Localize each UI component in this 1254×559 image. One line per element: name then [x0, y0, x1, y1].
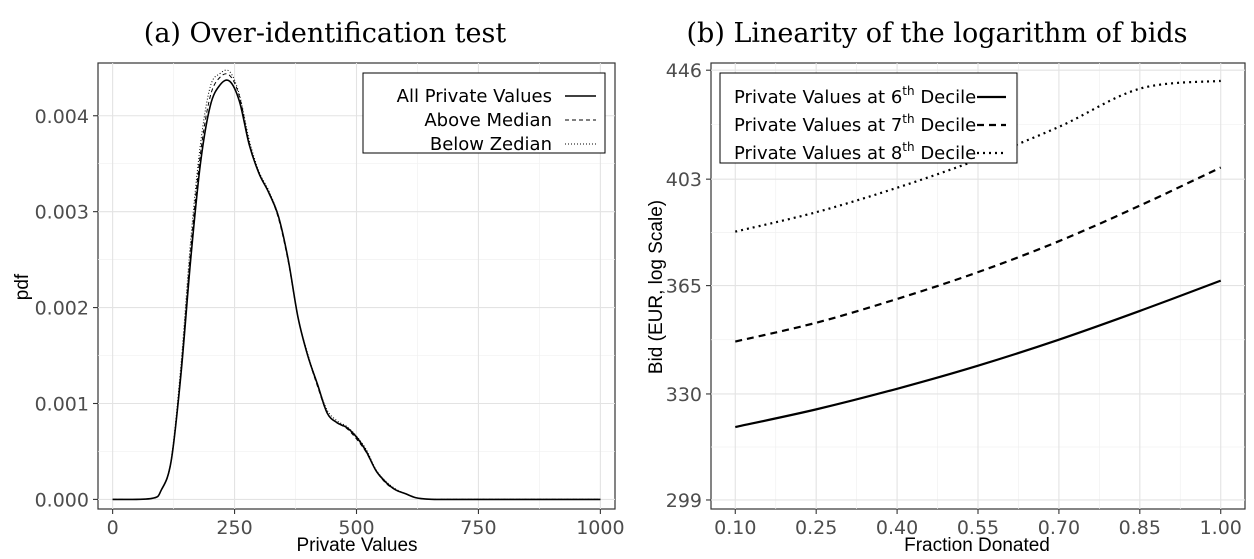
x-tick-label: 0.85 — [1119, 517, 1161, 539]
panel-a-y-axis-label: pdf — [12, 273, 33, 300]
series-line-dashed — [735, 166, 1222, 343]
x-tick-label: 0.10 — [714, 517, 756, 539]
legend-label: Above Median — [424, 110, 552, 131]
legend-label: Below Zedian — [430, 134, 552, 155]
legend-label: Private Values at 7th Decile — [734, 112, 976, 136]
panel-b-x-axis-label: Fraction Donated — [904, 535, 1050, 556]
x-tick-label: 1000 — [576, 517, 624, 539]
y-tick-label: 0.000 — [35, 489, 89, 511]
y-tick-label: 0.001 — [35, 393, 89, 415]
y-tick-label: 0.002 — [35, 298, 89, 320]
x-tick-label: 0 — [107, 517, 119, 539]
y-tick-label: 299 — [666, 490, 702, 512]
y-tick-label: 330 — [666, 384, 702, 406]
legend-label: Private Values at 6th Decile — [734, 84, 976, 108]
panel-b-legend-box — [719, 72, 1018, 164]
panel-a-y-tick-labels: 0.000 0.001 0.002 0.003 0.004 — [35, 106, 98, 511]
x-tick-label: 0.70 — [1038, 517, 1080, 539]
panel-b-legend: Private Values at 6th Decile Private Valu… — [719, 72, 1018, 164]
legend-label: All Private Values — [397, 86, 552, 107]
x-tick-label: 0.40 — [876, 517, 918, 539]
x-tick-label: 0.25 — [795, 517, 837, 539]
x-tick-label: 1.00 — [1200, 517, 1242, 539]
series-line-solid — [112, 79, 601, 501]
y-tick-label: 0.004 — [35, 106, 89, 128]
panel-a-legend: All Private Values Above Median Below Zedi… — [362, 72, 606, 155]
y-tick-label: 0.003 — [35, 202, 89, 224]
y-tick-label: 365 — [666, 276, 702, 298]
panel-a-legend-box — [362, 72, 606, 154]
panel-a-x-tick-labels: 0 250 500 750 1000 — [107, 509, 625, 539]
legend-label: Private Values at 8th Decile — [734, 140, 976, 164]
series-line-solid — [735, 279, 1222, 429]
panel-b-y-axis-label: Bid (EUR, log Scale) — [646, 200, 667, 374]
panel-a-x-axis-label: Private Values — [296, 535, 417, 556]
panel-a-series — [112, 69, 601, 501]
x-tick-label: 750 — [460, 517, 496, 539]
y-tick-label: 403 — [666, 169, 702, 191]
x-tick-label: 500 — [338, 517, 374, 539]
panel-b-x-tick-labels: 0.10 0.25 0.40 0.55 0.70 0.85 1.00 — [714, 509, 1242, 539]
panel-a-over-identification: (a) Over-identification test 0 250 500 750 1… — [12, 18, 625, 556]
panel-b-linearity: (b) Linearity of the logarithm of bids 0… — [646, 18, 1246, 556]
panel-a-title: (a) Over-identification test — [144, 18, 507, 49]
panel-b-y-tick-labels: 299 330 365 403 446 — [666, 60, 711, 512]
panel-b-title: (b) Linearity of the logarithm of bids — [687, 18, 1188, 49]
y-tick-label: 446 — [666, 60, 702, 82]
x-tick-label: 0.55 — [957, 517, 999, 539]
x-tick-label: 250 — [216, 517, 252, 539]
panel-a-grid — [98, 63, 615, 509]
